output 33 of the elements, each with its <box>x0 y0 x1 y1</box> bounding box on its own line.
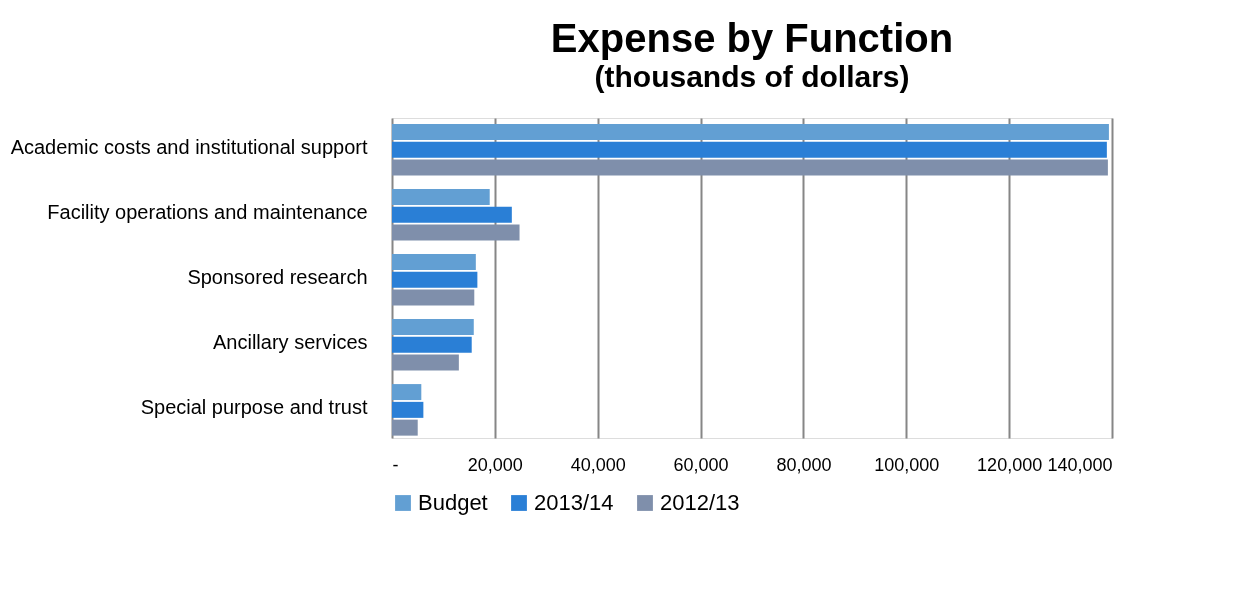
bar <box>392 206 512 223</box>
bar <box>392 319 474 336</box>
bar <box>392 289 475 306</box>
bar <box>392 224 520 241</box>
x-tick-label: - <box>392 454 399 475</box>
y-tick-label: Facility operations and maintenance <box>47 200 368 223</box>
x-tick-label: 140,000 <box>1047 454 1113 475</box>
bar <box>392 123 1109 140</box>
x-tick-label: 60,000 <box>673 454 729 475</box>
bar <box>392 141 1107 158</box>
bar <box>392 384 422 401</box>
y-tick-label: Special purpose and trust <box>140 396 368 419</box>
bar <box>392 188 490 205</box>
y-tick-label: Sponsored research <box>187 266 368 288</box>
legend-label: 2012/13 <box>660 490 740 515</box>
bar <box>392 354 459 371</box>
bar <box>392 254 476 270</box>
y-tick-label: Ancillary services <box>213 331 368 354</box>
chart-title: Expense by Function <box>550 16 954 60</box>
x-tick-label: 100,000 <box>874 454 940 475</box>
x-tick-label: 120,000 <box>977 454 1043 475</box>
legend-label: 2013/14 <box>534 490 614 515</box>
y-tick-label: Academic costs and institutional support <box>10 135 368 158</box>
bar <box>392 419 418 436</box>
x-tick-label: 40,000 <box>570 454 626 475</box>
bar <box>392 271 478 288</box>
legend-label: Budget <box>418 490 488 515</box>
bar <box>392 336 472 353</box>
bar <box>392 401 424 418</box>
x-tick-label: 80,000 <box>776 454 832 475</box>
bar <box>392 159 1108 176</box>
chart-subtitle: (thousands of dollars) <box>594 60 910 93</box>
x-tick-label: 20,000 <box>467 454 523 475</box>
